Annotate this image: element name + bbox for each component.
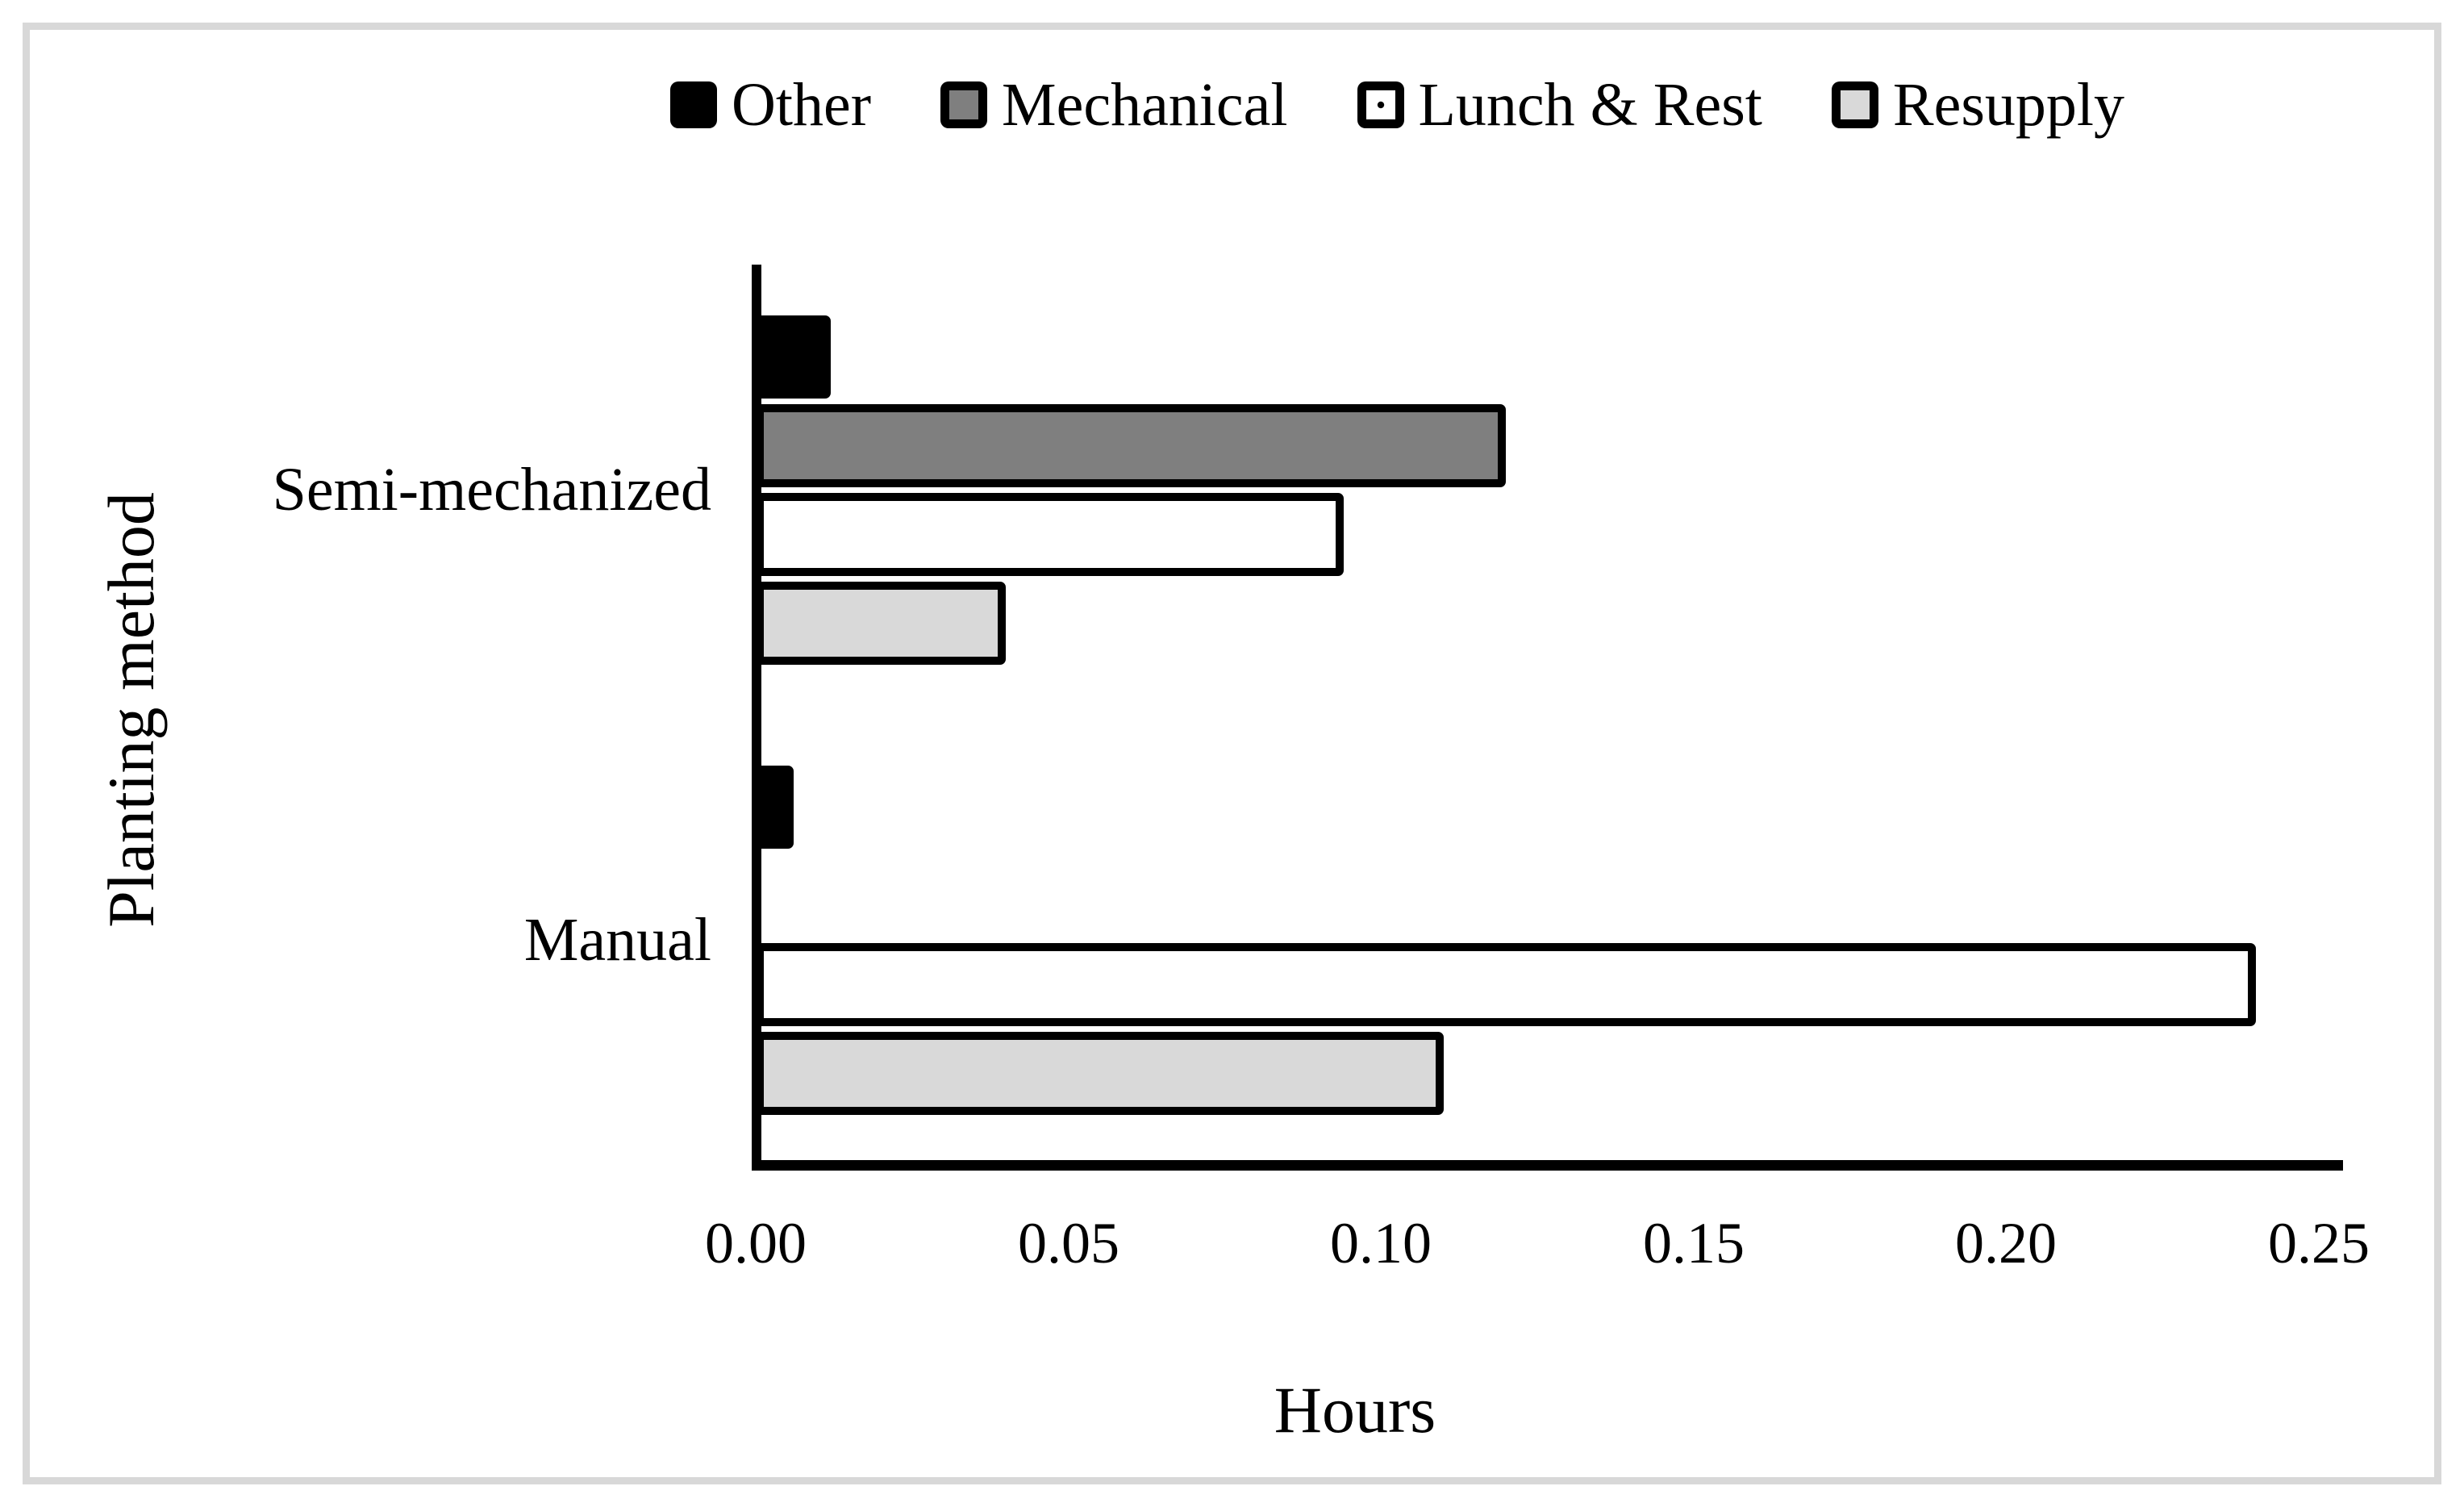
- x-tick-label: 0.00: [705, 1211, 807, 1275]
- legend-label: Lunch & Rest: [1418, 71, 1762, 139]
- legend-swatch-mechanical: [940, 81, 988, 128]
- bar-semi-mechanized-other: [756, 315, 831, 399]
- legend-label: Resupply: [1892, 71, 2125, 139]
- bar-manual-lunch-rest: [756, 943, 2256, 1026]
- x-axis-line: [752, 1160, 2343, 1171]
- x-axis-title: Hours: [1274, 1373, 1436, 1446]
- legend-item: Other: [669, 71, 872, 139]
- x-tick-label: 0.20: [1955, 1211, 2057, 1275]
- bar-semi-mechanized-mechanical: [756, 404, 1506, 487]
- legend-label: Other: [731, 71, 872, 139]
- legend-swatch-other: [669, 81, 717, 128]
- legend-item: Mechanical: [940, 71, 1288, 139]
- x-tick-label: 0.10: [1330, 1211, 1432, 1275]
- category-label: Manual: [523, 906, 711, 974]
- legend-label: Mechanical: [1002, 71, 1288, 139]
- legend-item: Resupply: [1831, 71, 2125, 139]
- legend-swatch-resupply: [1831, 81, 1878, 128]
- y-axis-title: Planting method: [94, 492, 168, 928]
- legend-item: Lunch & Rest: [1357, 74, 1762, 136]
- category-label: Semi-mechanized: [272, 456, 711, 524]
- bar-manual-resupply: [756, 1032, 1444, 1115]
- bar-semi-mechanized-lunch-rest: [756, 493, 1344, 576]
- x-tick-label: 0.15: [1643, 1211, 1745, 1275]
- bar-manual-other: [756, 766, 794, 849]
- legend-swatch-lunch-rest: [1357, 81, 1404, 128]
- bar-semi-mechanized-resupply: [756, 582, 1006, 665]
- x-tick-label: 0.25: [2268, 1211, 2370, 1275]
- x-tick-label: 0.05: [1018, 1211, 1119, 1275]
- chart-legend: Other Mechanical Lunch & Rest Resupply: [452, 74, 2343, 136]
